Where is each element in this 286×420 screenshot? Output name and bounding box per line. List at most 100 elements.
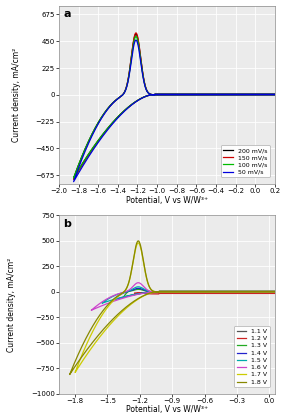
- 200 mV/s: [98, 135, 102, 140]
- 1.3 V: [136, 287, 140, 292]
- 1.7 V: [100, 332, 103, 337]
- 200 mV/s: [82, 149, 86, 154]
- 1.1 V: [150, 290, 154, 295]
- 100 mV/s: [72, 176, 75, 181]
- 1.8 V: [68, 372, 72, 377]
- 1.8 V: [87, 330, 91, 335]
- 100 mV/s: [134, 34, 138, 39]
- 1.5 V: [215, 289, 218, 294]
- 1.3 V: [122, 294, 125, 299]
- 200 mV/s: [273, 92, 277, 97]
- 150 mV/s: [91, 131, 94, 136]
- 200 mV/s: [273, 92, 277, 97]
- 1.2 V: [273, 291, 277, 296]
- 1.7 V: [136, 240, 140, 245]
- 1.1 V: [239, 289, 242, 294]
- 150 mV/s: [273, 92, 277, 97]
- Line: 1.8 V: 1.8 V: [70, 241, 275, 375]
- 1.2 V: [140, 291, 144, 296]
- 1.5 V: [123, 294, 127, 299]
- 1.4 V: [126, 289, 130, 294]
- 1.6 V: [107, 296, 110, 301]
- 50 mV/s: [134, 37, 138, 42]
- 1.2 V: [133, 291, 136, 297]
- Legend: 200 mV/s, 150 mV/s, 100 mV/s, 50 mV/s: 200 mV/s, 150 mV/s, 100 mV/s, 50 mV/s: [221, 145, 270, 177]
- 100 mV/s: [91, 131, 94, 136]
- Line: 150 mV/s: 150 mV/s: [74, 33, 275, 179]
- 100 mV/s: [98, 135, 102, 140]
- 1.6 V: [273, 289, 277, 294]
- 1.8 V: [219, 289, 222, 294]
- 1.4 V: [120, 291, 123, 297]
- 200 mV/s: [91, 131, 94, 136]
- 1.5 V: [109, 295, 113, 300]
- 150 mV/s: [72, 177, 75, 182]
- 50 mV/s: [91, 132, 94, 137]
- 100 mV/s: [82, 149, 86, 154]
- Text: b: b: [63, 219, 71, 229]
- 200 mV/s: [205, 92, 209, 97]
- 1.6 V: [99, 300, 102, 305]
- 200 mV/s: [134, 32, 138, 37]
- 50 mV/s: [82, 151, 86, 156]
- 150 mV/s: [82, 150, 86, 155]
- 1.5 V: [136, 284, 140, 289]
- 100 mV/s: [273, 92, 277, 97]
- 1.4 V: [219, 289, 222, 294]
- 1.5 V: [116, 291, 120, 297]
- 1.7 V: [273, 289, 277, 294]
- 1.8 V: [95, 335, 98, 340]
- 200 mV/s: [220, 92, 223, 97]
- X-axis label: Potential, V vs W/W³⁺: Potential, V vs W/W³⁺: [126, 405, 208, 415]
- 150 mV/s: [220, 92, 223, 97]
- 1.4 V: [111, 297, 115, 302]
- 50 mV/s: [273, 92, 277, 97]
- Y-axis label: Current density, mA/cm²: Current density, mA/cm²: [7, 257, 16, 352]
- 1.3 V: [233, 289, 237, 294]
- 50 mV/s: [273, 92, 277, 97]
- X-axis label: Potential, V vs W/W³⁺: Potential, V vs W/W³⁺: [126, 196, 208, 205]
- 1.5 V: [273, 289, 277, 294]
- 1.6 V: [225, 289, 228, 294]
- 50 mV/s: [220, 92, 223, 97]
- 1.5 V: [157, 289, 160, 294]
- 1.7 V: [220, 289, 224, 294]
- 1.5 V: [273, 289, 277, 294]
- Line: 1.3 V: 1.3 V: [124, 289, 275, 297]
- 1.3 V: [222, 289, 226, 294]
- 1.1 V: [144, 290, 147, 295]
- 150 mV/s: [273, 92, 277, 97]
- 1.1 V: [161, 289, 164, 294]
- 100 mV/s: [220, 92, 223, 97]
- 50 mV/s: [205, 92, 209, 97]
- 1.4 V: [132, 292, 136, 297]
- 50 mV/s: [98, 137, 102, 142]
- 1.6 V: [273, 289, 277, 294]
- 1.8 V: [273, 289, 277, 294]
- 1.8 V: [79, 347, 82, 352]
- 1.6 V: [136, 280, 140, 285]
- Y-axis label: Current density, mA/cm²: Current density, mA/cm²: [12, 47, 21, 142]
- Legend: 1.1 V, 1.2 V, 1.3 V, 1.4 V, 1.5 V, 1.6 V, 1.7 V, 1.8 V: 1.1 V, 1.2 V, 1.3 V, 1.4 V, 1.5 V, 1.6 V…: [234, 326, 270, 387]
- Line: 1.1 V: 1.1 V: [145, 292, 275, 293]
- 1.4 V: [273, 289, 277, 294]
- 200 mV/s: [72, 176, 75, 181]
- 100 mV/s: [205, 92, 209, 97]
- 1.2 V: [151, 289, 155, 294]
- 1.2 V: [236, 289, 239, 294]
- Text: a: a: [63, 9, 71, 19]
- 1.8 V: [136, 239, 140, 244]
- 1.4 V: [137, 286, 140, 291]
- 1.4 V: [230, 289, 234, 294]
- 1.1 V: [156, 290, 159, 295]
- 1.7 V: [74, 370, 77, 375]
- Line: 100 mV/s: 100 mV/s: [74, 37, 275, 178]
- 1.6 V: [114, 298, 117, 303]
- 1.7 V: [138, 295, 142, 300]
- 1.5 V: [227, 289, 231, 294]
- 100 mV/s: [273, 92, 277, 97]
- 1.8 V: [135, 297, 138, 302]
- Line: 1.5 V: 1.5 V: [102, 287, 275, 303]
- 1.7 V: [273, 289, 277, 294]
- 1.3 V: [171, 289, 175, 294]
